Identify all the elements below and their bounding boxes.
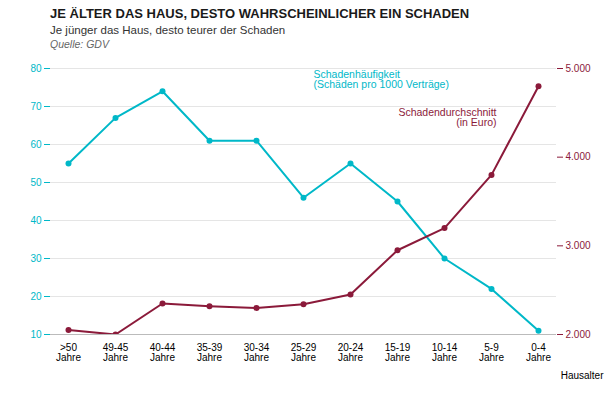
svg-text:10: 10 (30, 329, 42, 340)
svg-text:40: 40 (30, 215, 42, 226)
svg-text:Hausalter: Hausalter (561, 370, 604, 381)
svg-text:20: 20 (30, 291, 42, 302)
svg-text:0-4Jahre: 0-4Jahre (526, 342, 551, 363)
svg-text:5.000: 5.000 (566, 63, 591, 74)
svg-text:>50Jahre: >50Jahre (56, 342, 81, 363)
svg-text:3.000: 3.000 (566, 240, 591, 251)
svg-text:49-45Jahre: 49-45Jahre (103, 342, 129, 363)
svg-text:4.000: 4.000 (566, 151, 591, 162)
svg-text:20-24Jahre: 20-24Jahre (338, 342, 364, 363)
svg-text:80: 80 (30, 63, 42, 74)
svg-text:60: 60 (30, 139, 42, 150)
svg-text:70: 70 (30, 101, 42, 112)
html-text:JE ÄLTER DAS HAUS, DESTO WAHRS: JE ÄLTER DAS HAUS, DESTO WAHRSCHEINLICHE… (50, 6, 470, 21)
svg-text:35-39Jahre: 35-39Jahre (197, 342, 223, 363)
svg-text:30: 30 (30, 253, 42, 264)
svg-text:Schadendurchschnitt(in Euro): Schadendurchschnitt(in Euro) (398, 106, 496, 129)
svg-text:Schadenhäufigkeit(Schäden pro: Schadenhäufigkeit(Schäden pro 1000 Vertr… (314, 68, 449, 91)
svg-text:15-19Jahre: 15-19Jahre (385, 342, 411, 363)
svg-text:5-9Jahre: 5-9Jahre (479, 342, 504, 363)
html-text:Je jünger das Haus, desto teur: Je jünger das Haus, desto teurer der Sch… (50, 24, 286, 36)
svg-text:50: 50 (30, 177, 42, 188)
svg-text:25-29Jahre: 25-29Jahre (291, 342, 317, 363)
svg-text:2.000: 2.000 (566, 329, 591, 340)
svg-text:10-14Jahre: 10-14Jahre (432, 342, 458, 363)
svg-text:40-44Jahre: 40-44Jahre (150, 342, 176, 363)
html-text:Quelle: GDV: Quelle: GDV (50, 38, 109, 50)
svg-text:30-34Jahre: 30-34Jahre (244, 342, 270, 363)
